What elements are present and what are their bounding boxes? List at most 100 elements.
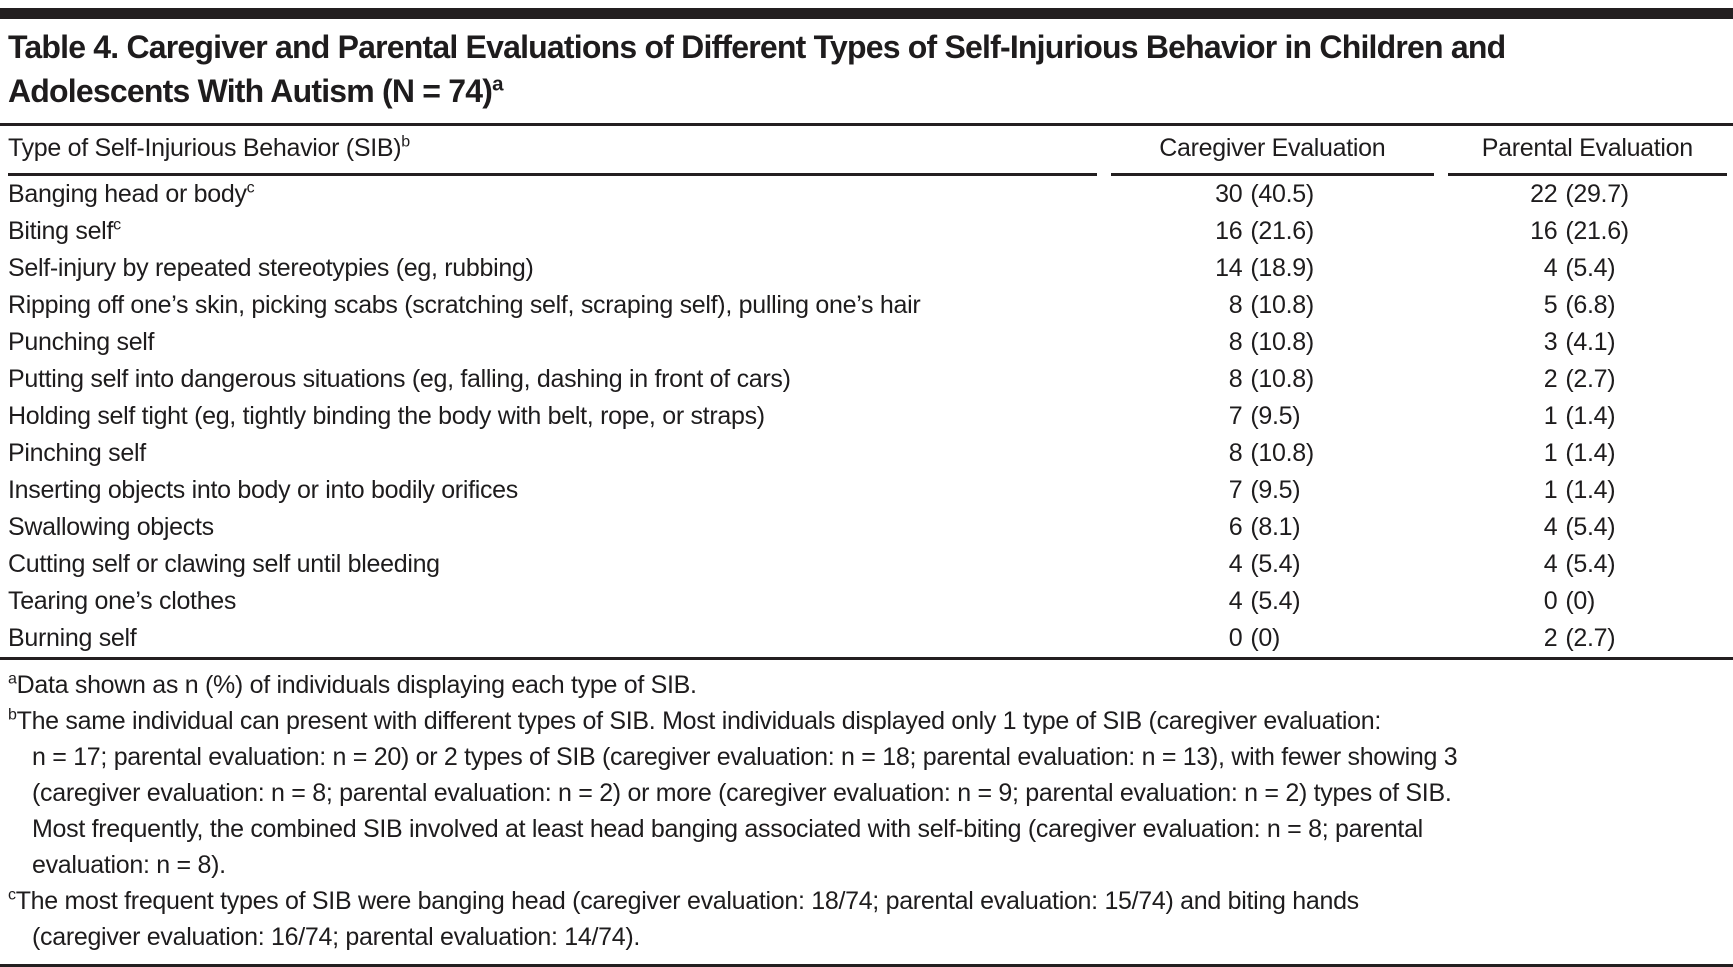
- caregiver-count: 4: [1228, 587, 1243, 615]
- parental-count: 4: [1543, 550, 1558, 578]
- parental-value-cell: 2 (2.7): [1448, 620, 1727, 657]
- footnote-text: Most frequently, the combined SIB involv…: [32, 815, 1423, 843]
- table-title: Table 4. Caregiver and Parental Evaluati…: [0, 19, 1733, 123]
- parental-value-cell: 16 (21.6): [1448, 213, 1727, 250]
- parental-percent: (5.4): [1565, 254, 1616, 282]
- parental-count: 0: [1543, 587, 1558, 615]
- footnote-line: Most frequently, the combined SIB involv…: [8, 811, 1725, 847]
- parental-value-cell: 1 (1.4): [1448, 435, 1727, 472]
- sib-type-text: Inserting objects into body or into bodi…: [8, 476, 518, 504]
- parental-count: 3: [1543, 328, 1558, 356]
- caregiver-count: 16: [1215, 217, 1243, 245]
- table-row: Holding self tight (eg, tightly binding …: [8, 398, 1727, 435]
- caregiver-count: 8: [1228, 439, 1243, 467]
- parental-count: 16: [1530, 217, 1558, 245]
- footnote-text: (caregiver evaluation: n = 8; parental e…: [32, 779, 1452, 807]
- caregiver-count: 7: [1228, 476, 1243, 504]
- footnote-line: evaluation: n = 8).: [8, 847, 1725, 883]
- parental-count: 5: [1543, 291, 1558, 319]
- parental-percent: (2.7): [1565, 365, 1616, 393]
- caregiver-percent: (5.4): [1250, 587, 1301, 615]
- table-row: Pinching self 8 (10.8) 1 (1.4): [8, 435, 1727, 472]
- sib-type-cell: Self-injury by repeated stereotypies (eg…: [8, 250, 1097, 287]
- parental-value-cell: 22 (29.7): [1448, 176, 1727, 213]
- column-header-parental: Parental Evaluation: [1447, 126, 1727, 176]
- parental-percent: (21.6): [1565, 217, 1629, 245]
- caregiver-value-cell: 0 (0): [1111, 620, 1434, 657]
- caregiver-count: 4: [1228, 550, 1243, 578]
- footnote-marker-a: a: [8, 670, 17, 688]
- sib-type-cell: Biting selfc: [8, 213, 1097, 250]
- parental-percent: (2.7): [1565, 624, 1616, 652]
- column-header-sib-type: Type of Self-Injurious Behavior (SIB)b: [8, 126, 1098, 176]
- sib-type-text: Putting self into dangerous situations (…: [8, 365, 791, 393]
- footnote-marker-c: c: [8, 886, 16, 904]
- footnote-text: evaluation: n = 8).: [32, 851, 226, 879]
- table-row: Ripping off one’s skin, picking scabs (s…: [8, 287, 1727, 324]
- footnote-text: The most frequent types of SIB were bang…: [15, 887, 1359, 915]
- table-title-line2: Adolescents With Autism (N = 74)a: [8, 72, 503, 109]
- parental-percent: (4.1): [1565, 328, 1616, 356]
- parental-percent: (5.4): [1565, 550, 1616, 578]
- caregiver-count: 6: [1228, 513, 1243, 541]
- sib-type-text: Banging head or body: [8, 180, 247, 208]
- footnotes: aData shown as n (%) of individuals disp…: [0, 660, 1733, 955]
- parental-count: 1: [1543, 402, 1558, 430]
- parental-percent: (0): [1565, 587, 1595, 615]
- caregiver-percent: (8.1): [1250, 513, 1301, 541]
- footnote-line: (caregiver evaluation: n = 8; parental e…: [8, 775, 1725, 811]
- footnote-line: bThe same individual can present with di…: [8, 703, 1725, 739]
- caregiver-value-cell: 30 (40.5): [1111, 176, 1434, 213]
- sib-type-cell: Banging head or bodyc: [8, 176, 1097, 213]
- parental-value-cell: 1 (1.4): [1448, 398, 1727, 435]
- parental-count: 4: [1543, 513, 1558, 541]
- sib-type-text: Tearing one’s clothes: [8, 587, 237, 615]
- caregiver-count: 30: [1215, 180, 1243, 208]
- table-body: Banging head or bodyc 30 (40.5) 22 (29.7) Bit…: [8, 176, 1727, 657]
- parental-percent: (29.7): [1565, 180, 1629, 208]
- parental-count: 2: [1543, 624, 1558, 652]
- footnote-text: n = 17; parental evaluation: n = 20) or …: [32, 743, 1458, 771]
- parental-percent: (1.4): [1565, 402, 1616, 430]
- caregiver-percent: (10.8): [1250, 439, 1314, 467]
- sib-type-text: Cutting self or clawing self until bleed…: [8, 550, 440, 578]
- caregiver-percent: (10.8): [1250, 291, 1314, 319]
- parental-count: 1: [1543, 439, 1558, 467]
- footnote-b: bThe same individual can present with di…: [8, 703, 1725, 883]
- caregiver-percent: (21.6): [1250, 217, 1314, 245]
- caregiver-percent: (40.5): [1250, 180, 1314, 208]
- parental-count: 1: [1543, 476, 1558, 504]
- parental-value-cell: 4 (5.4): [1448, 250, 1727, 287]
- sib-type-cell: Inserting objects into body or into bodi…: [8, 472, 1097, 509]
- sib-type-text: Pinching self: [8, 439, 146, 467]
- sib-evaluation-table: Type of Self-Injurious Behavior (SIB)b C…: [0, 126, 1733, 657]
- table-header-row: Type of Self-Injurious Behavior (SIB)b C…: [8, 126, 1727, 176]
- row-footnote-marker-c: c: [113, 216, 121, 234]
- caregiver-value-cell: 6 (8.1): [1111, 509, 1434, 546]
- caregiver-percent: (9.5): [1250, 402, 1301, 430]
- sib-type-text: Burning self: [8, 624, 137, 652]
- header-footnote-marker-b: b: [401, 133, 410, 151]
- parental-count: 4: [1543, 254, 1558, 282]
- sib-type-cell: Cutting self or clawing self until bleed…: [8, 546, 1097, 583]
- parental-percent: (1.4): [1565, 476, 1616, 504]
- parental-count: 22: [1530, 180, 1558, 208]
- parental-value-cell: 4 (5.4): [1448, 546, 1727, 583]
- table-row: Cutting self or clawing self until bleed…: [8, 546, 1727, 583]
- caregiver-percent: (10.8): [1250, 328, 1314, 356]
- column-header-caregiver: Caregiver Evaluation: [1111, 126, 1434, 176]
- table-title-line1: Table 4. Caregiver and Parental Evaluati…: [8, 29, 1506, 65]
- caregiver-value-cell: 8 (10.8): [1111, 435, 1434, 472]
- caregiver-value-cell: 7 (9.5): [1111, 472, 1434, 509]
- footnote-a: aData shown as n (%) of individuals disp…: [8, 667, 1725, 703]
- parental-value-cell: 0 (0): [1448, 583, 1727, 620]
- sib-type-cell: Pinching self: [8, 435, 1097, 472]
- parental-value-cell: 3 (4.1): [1448, 324, 1727, 361]
- sib-type-cell: Ripping off one’s skin, picking scabs (s…: [8, 287, 1097, 324]
- sib-type-text: Punching self: [8, 328, 155, 356]
- footnote-line: aData shown as n (%) of individuals disp…: [8, 667, 1725, 703]
- footnote-marker-b: b: [8, 706, 17, 724]
- caregiver-percent: (9.5): [1250, 476, 1301, 504]
- footnote-text: Data shown as n (%) of individuals displ…: [16, 671, 697, 699]
